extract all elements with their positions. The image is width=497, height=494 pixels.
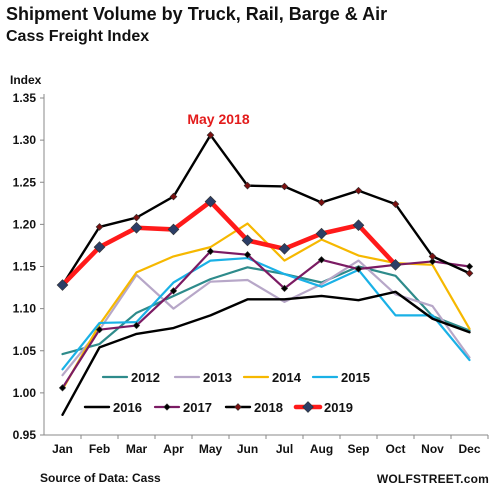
- data-point-2017: [206, 247, 215, 255]
- legend-label-2018: 2018: [254, 400, 283, 415]
- data-point-2017: [280, 284, 289, 293]
- data-point-2018: [465, 269, 474, 278]
- data-point-2018: [132, 213, 141, 222]
- data-point-2017: [243, 251, 252, 259]
- data-point-2018: [95, 223, 104, 231]
- y-tick-label: 1.25: [13, 175, 37, 189]
- data-point-2018: [206, 131, 215, 139]
- legend-label-2014: 2014: [272, 370, 302, 385]
- legend-label-2013: 2013: [203, 370, 232, 385]
- y-tick-label: 1.00: [13, 386, 37, 400]
- legend-marker-2018: [234, 403, 242, 411]
- series-line-2015: [61, 256, 471, 371]
- annotation-may-2018: May 2018: [187, 111, 249, 127]
- legend-marker-2019: [302, 401, 314, 413]
- data-point-2017: [95, 326, 104, 334]
- y-tick-label: 1.05: [13, 344, 37, 358]
- data-point-2017: [132, 321, 141, 330]
- data-point-2019: [167, 223, 180, 236]
- data-point-2018: [317, 198, 326, 207]
- legend-label-2015: 2015: [341, 370, 370, 385]
- data-point-2018: [391, 200, 400, 208]
- y-tick-label: 0.95: [13, 428, 37, 442]
- data-point-2018: [280, 182, 289, 191]
- series-line-2017: [61, 250, 471, 389]
- watermark: WOLFSTREET.com: [376, 472, 489, 486]
- data-point-2018: [354, 186, 363, 195]
- data-point-2017: [428, 257, 437, 266]
- data-point-2017: [465, 262, 474, 271]
- legend-label-2012: 2012: [131, 370, 160, 385]
- x-tick-label: Apr: [163, 442, 184, 456]
- chart-subtitle: Cass Freight Index: [6, 28, 150, 45]
- data-point-2018: [243, 181, 252, 190]
- y-tick-label: 1.20: [13, 217, 37, 231]
- data-point-2017: [354, 265, 363, 273]
- x-tick-label: Aug: [310, 442, 333, 456]
- legend-label-2017: 2017: [183, 400, 212, 415]
- source-note: Source of Data: Cass: [40, 471, 161, 485]
- data-point-2019: [241, 234, 254, 247]
- data-point-2018: [428, 252, 437, 261]
- x-tick-label: Jun: [237, 442, 258, 456]
- data-point-2017: [317, 256, 326, 264]
- x-tick-label: Feb: [89, 442, 110, 456]
- x-tick-label: Sep: [347, 442, 369, 456]
- series-line-2012: [61, 265, 471, 356]
- x-tick-label: Dec: [458, 442, 480, 456]
- legend-marker-2017: [163, 403, 171, 411]
- x-tick-label: Nov: [421, 442, 444, 456]
- x-tick-label: Jul: [276, 442, 293, 456]
- legend-label-2019: 2019: [324, 400, 353, 415]
- data-point-2019: [352, 219, 365, 232]
- x-tick-label: Jan: [52, 442, 73, 456]
- chart-title: Shipment Volume by Truck, Rail, Barge & …: [6, 4, 388, 24]
- data-point-2019: [56, 279, 69, 291]
- y-axis-label: Index: [10, 73, 42, 87]
- data-point-2019: [278, 242, 291, 255]
- y-tick-label: 1.10: [13, 302, 37, 316]
- data-point-2019: [315, 227, 328, 240]
- series-line-2016: [61, 290, 471, 416]
- y-tick-label: 1.35: [13, 91, 37, 105]
- data-point-2019: [389, 258, 402, 271]
- series-line-2014: [61, 222, 471, 391]
- x-tick-label: Oct: [385, 442, 405, 456]
- data-point-2017: [58, 384, 67, 392]
- data-point-2017: [169, 287, 178, 295]
- series-line-2019: [60, 199, 398, 288]
- x-tick-label: Mar: [126, 442, 148, 456]
- y-tick-label: 1.30: [13, 133, 37, 147]
- data-point-2018: [169, 192, 178, 201]
- x-tick-label: May: [199, 442, 223, 456]
- legend-label-2016: 2016: [113, 400, 142, 415]
- series-line-2018: [61, 133, 471, 287]
- series-line-2013: [61, 259, 471, 377]
- data-point-2019: [204, 195, 217, 208]
- y-tick-label: 1.15: [13, 260, 37, 274]
- data-point-2019: [93, 241, 106, 253]
- data-point-2019: [130, 221, 143, 234]
